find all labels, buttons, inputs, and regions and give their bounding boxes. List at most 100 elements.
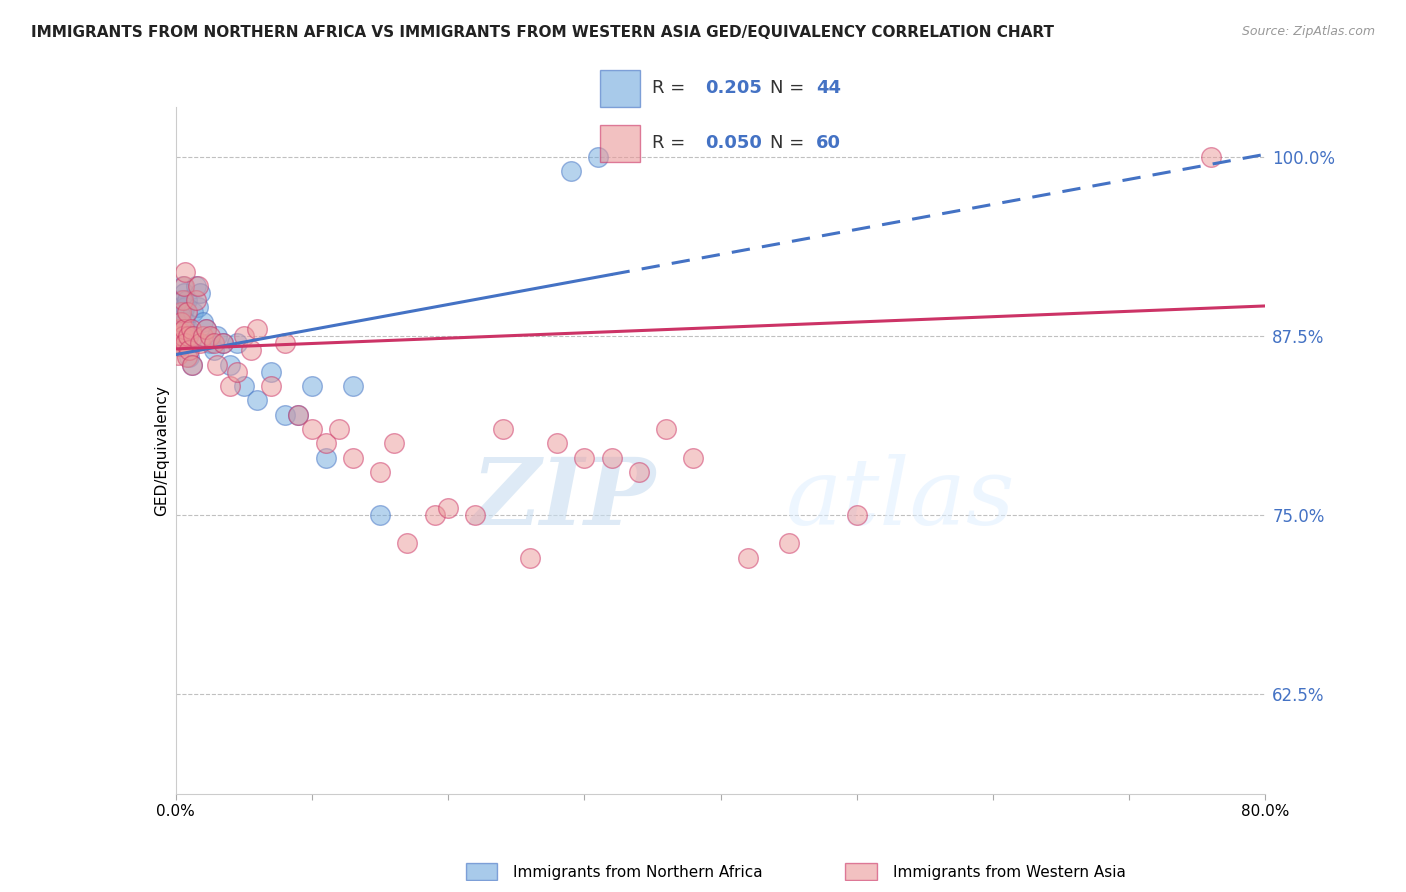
- Point: [177, 322, 200, 336]
- Point: [396, 536, 419, 550]
- Point: [180, 322, 202, 336]
- Point: [342, 450, 364, 465]
- Text: IMMIGRANTS FROM NORTHERN AFRICA VS IMMIGRANTS FROM WESTERN ASIA GED/EQUIVALENCY : IMMIGRANTS FROM NORTHERN AFRICA VS IMMIG…: [31, 25, 1054, 40]
- Point: [778, 536, 800, 550]
- Point: [173, 286, 195, 301]
- Point: [226, 336, 249, 351]
- Point: [627, 465, 650, 479]
- Point: [166, 322, 188, 336]
- Point: [232, 379, 254, 393]
- Point: [586, 150, 609, 164]
- Point: [167, 318, 190, 333]
- Point: [191, 329, 214, 343]
- Point: [172, 304, 194, 318]
- Point: [1199, 150, 1222, 164]
- Point: [186, 293, 208, 308]
- Point: [315, 436, 337, 450]
- Text: Immigrants from Western Asia: Immigrants from Western Asia: [893, 865, 1126, 880]
- Point: [287, 408, 309, 422]
- Point: [202, 343, 225, 358]
- Point: [188, 286, 211, 301]
- Point: [170, 322, 193, 336]
- Text: 0.205: 0.205: [704, 79, 762, 97]
- Point: [181, 358, 204, 372]
- Point: [173, 329, 195, 343]
- Point: [219, 379, 242, 393]
- Point: [179, 351, 201, 365]
- Point: [198, 329, 221, 343]
- Point: [169, 325, 191, 339]
- Point: [174, 336, 197, 351]
- Point: [737, 550, 759, 565]
- Point: [315, 450, 337, 465]
- Text: Source: ZipAtlas.com: Source: ZipAtlas.com: [1241, 25, 1375, 38]
- Point: [205, 358, 228, 372]
- Point: [188, 336, 211, 351]
- Point: [212, 336, 235, 351]
- Point: [166, 329, 188, 343]
- Point: [176, 293, 198, 308]
- Point: [546, 436, 568, 450]
- Point: [186, 279, 208, 293]
- Point: [170, 293, 193, 308]
- Point: [186, 279, 209, 293]
- Point: [342, 379, 364, 393]
- Y-axis label: GED/Equivalency: GED/Equivalency: [153, 385, 169, 516]
- Text: 0.050: 0.050: [704, 135, 762, 153]
- Point: [166, 336, 188, 351]
- Text: N =: N =: [770, 135, 810, 153]
- Point: [172, 279, 194, 293]
- Point: [179, 327, 201, 342]
- Point: [170, 315, 193, 329]
- Point: [176, 304, 198, 318]
- Point: [682, 450, 704, 465]
- Point: [166, 329, 188, 343]
- Point: [219, 358, 242, 372]
- Point: [287, 408, 309, 422]
- Point: [655, 422, 678, 436]
- Point: [212, 336, 235, 351]
- Point: [173, 279, 195, 293]
- Point: [202, 336, 225, 351]
- Point: [172, 293, 194, 308]
- Point: [183, 304, 205, 318]
- Text: R =: R =: [652, 79, 692, 97]
- Point: [519, 550, 541, 565]
- Point: [167, 336, 190, 351]
- Point: [437, 500, 460, 515]
- Point: [172, 329, 194, 343]
- Point: [169, 301, 191, 315]
- Point: [423, 508, 446, 522]
- Point: [274, 336, 297, 351]
- Point: [167, 348, 190, 362]
- Point: [183, 329, 205, 343]
- Point: [382, 436, 405, 450]
- Point: [560, 164, 582, 178]
- Point: [574, 450, 596, 465]
- Point: [246, 322, 269, 336]
- Point: [232, 329, 254, 343]
- Text: R =: R =: [652, 135, 692, 153]
- Point: [260, 379, 283, 393]
- Point: [301, 379, 323, 393]
- Point: [179, 343, 201, 358]
- Point: [170, 304, 193, 318]
- Point: [180, 333, 202, 347]
- Bar: [600, 125, 640, 162]
- Point: [328, 422, 350, 436]
- Text: atlas: atlas: [786, 453, 1015, 543]
- Point: [239, 343, 262, 358]
- Point: [174, 315, 197, 329]
- Point: [176, 351, 198, 365]
- Point: [174, 264, 197, 278]
- Text: 44: 44: [817, 79, 841, 97]
- Bar: [600, 70, 640, 107]
- Text: ZIP: ZIP: [471, 453, 655, 543]
- Point: [226, 365, 249, 379]
- Point: [301, 422, 323, 436]
- Text: Immigrants from Northern Africa: Immigrants from Northern Africa: [513, 865, 763, 880]
- Point: [464, 508, 486, 522]
- Point: [492, 422, 515, 436]
- Point: [246, 393, 269, 408]
- Text: N =: N =: [770, 79, 810, 97]
